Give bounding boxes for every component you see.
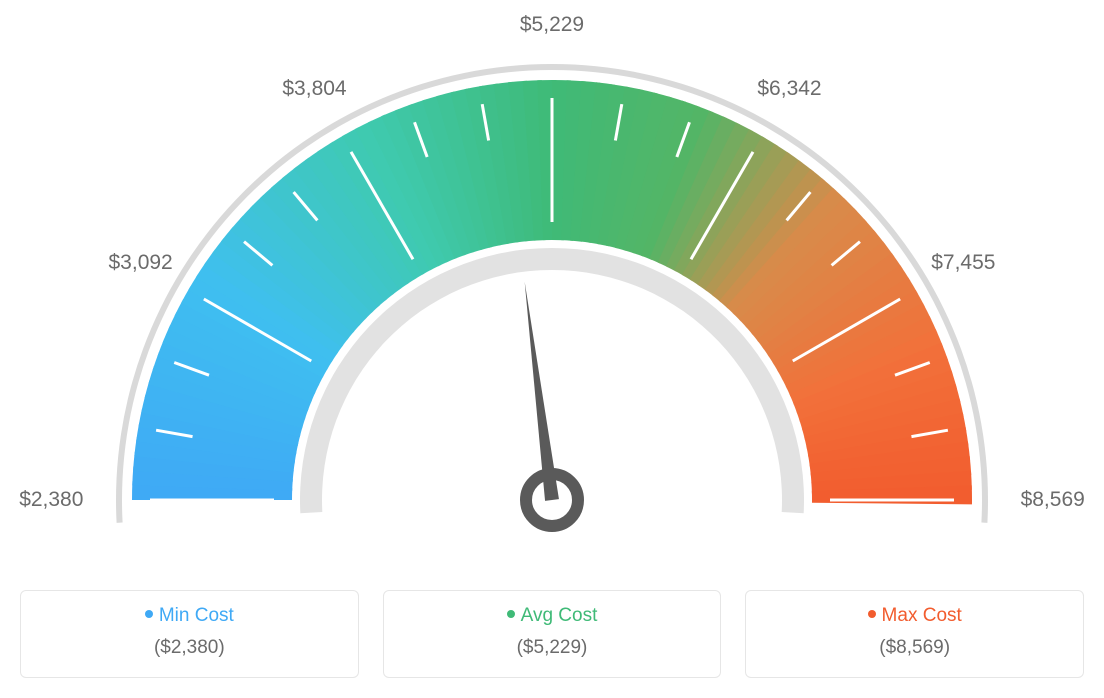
dot-icon [145, 610, 153, 618]
legend-card-max: Max Cost ($8,569) [745, 590, 1084, 678]
dot-icon [507, 610, 515, 618]
gauge-tick-label: $3,092 [109, 251, 173, 275]
dot-icon [868, 610, 876, 618]
legend-min-label: Min Cost [159, 605, 234, 626]
legend-max-title: Max Cost [746, 605, 1083, 627]
gauge-tick-label: $7,455 [931, 251, 995, 275]
legend-min-title: Min Cost [21, 605, 358, 627]
legend-card-avg: Avg Cost ($5,229) [383, 590, 722, 678]
legend-avg-label: Avg Cost [521, 605, 598, 626]
gauge-tick-label: $8,569 [1021, 488, 1085, 512]
gauge-tick-label: $2,380 [19, 488, 83, 512]
gauge-chart: $2,380$3,092$3,804$5,229$6,342$7,455$8,5… [20, 20, 1084, 580]
cost-gauge-container: $2,380$3,092$3,804$5,229$6,342$7,455$8,5… [20, 20, 1084, 678]
legend-min-value: ($2,380) [21, 637, 358, 659]
legend-card-min: Min Cost ($2,380) [20, 590, 359, 678]
gauge-tick-label: $3,804 [282, 77, 346, 101]
legend-max-label: Max Cost [882, 605, 962, 626]
gauge-svg [20, 20, 1084, 580]
legend-avg-value: ($5,229) [384, 637, 721, 659]
gauge-tick-label: $5,229 [520, 13, 584, 37]
legend-avg-title: Avg Cost [384, 605, 721, 627]
legend-row: Min Cost ($2,380) Avg Cost ($5,229) Max … [20, 590, 1084, 678]
gauge-tick-label: $6,342 [757, 77, 821, 101]
legend-max-value: ($8,569) [746, 637, 1083, 659]
